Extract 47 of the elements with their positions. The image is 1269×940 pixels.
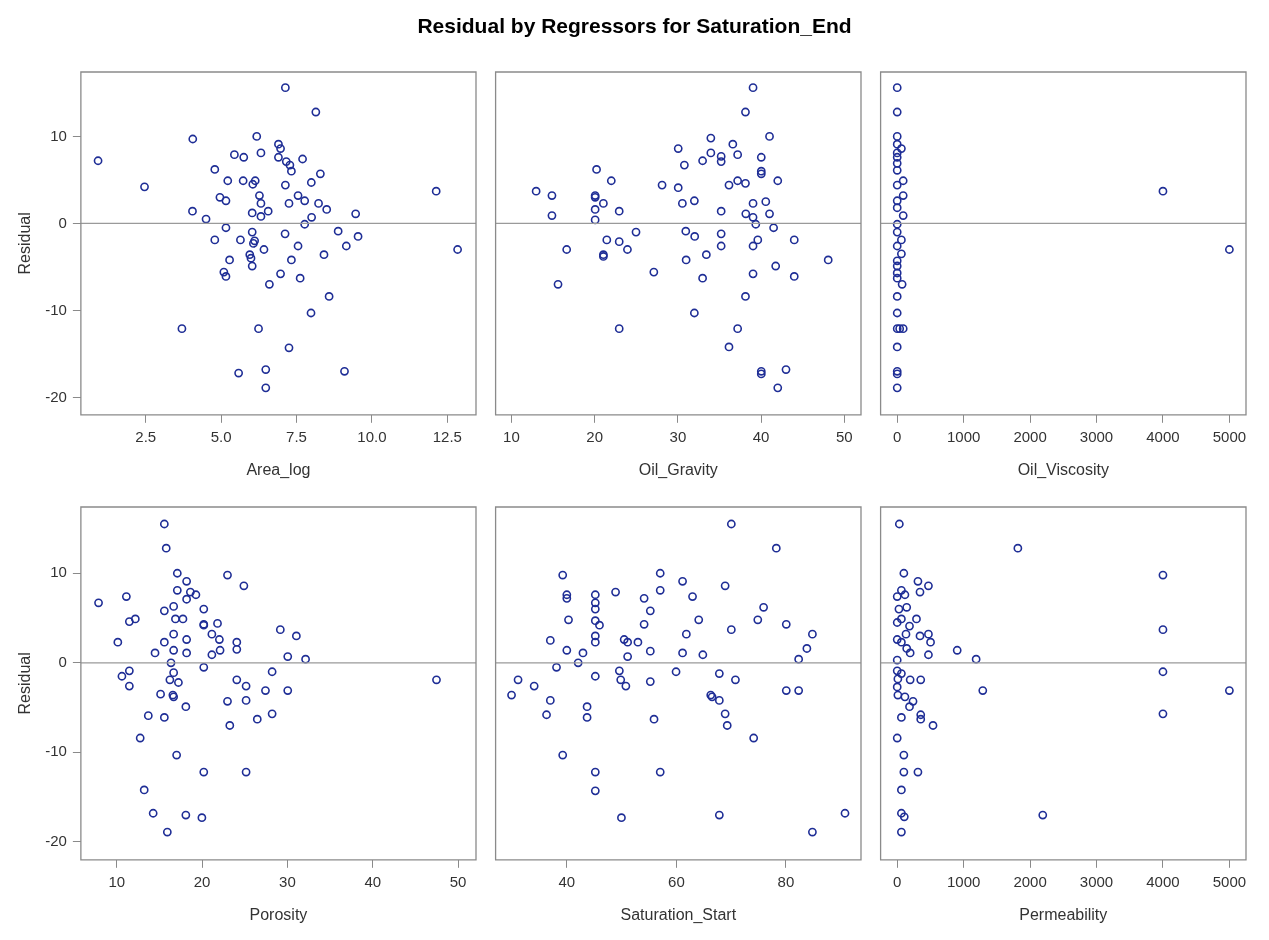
x-tick-label: 50 bbox=[449, 872, 467, 890]
x-tick-label: 2000 bbox=[1013, 427, 1047, 445]
x-tick-label: 0 bbox=[893, 872, 902, 890]
y-tick-label: 0 bbox=[58, 213, 67, 231]
x-tick-label: 2.5 bbox=[135, 427, 157, 445]
x-tick-label: 12.5 bbox=[432, 427, 462, 445]
x-tick-label: 3000 bbox=[1079, 427, 1114, 445]
y-axis-title: Residual bbox=[16, 652, 34, 715]
x-tick-label: 30 bbox=[279, 872, 296, 890]
x-tick-label: 3000 bbox=[1079, 872, 1114, 890]
x-tick-label: 4000 bbox=[1146, 427, 1180, 445]
x-tick-label: 7.5 bbox=[286, 427, 307, 445]
x-tick-label: 40 bbox=[364, 872, 382, 890]
x-tick-label: 0 bbox=[893, 427, 902, 445]
x-tick-label: 20 bbox=[193, 872, 211, 890]
x-axis-title: Oil_Gravity bbox=[638, 460, 718, 479]
y-axis-title: Residual bbox=[16, 212, 34, 275]
x-tick-label: 1000 bbox=[946, 427, 981, 445]
y-tick-label: -20 bbox=[45, 387, 67, 405]
x-tick-label: 30 bbox=[669, 427, 687, 445]
x-tick-label: 40 bbox=[752, 427, 770, 445]
x-tick-label: 10 bbox=[503, 427, 520, 445]
x-axis-title: Porosity bbox=[249, 905, 308, 923]
x-axis-title: Permeability bbox=[1019, 905, 1108, 923]
x-tick-label: 40 bbox=[558, 872, 576, 890]
x-axis-title: Oil_Viscosity bbox=[1017, 460, 1109, 479]
x-tick-label: 80 bbox=[777, 872, 795, 890]
x-axis-title: Area_log bbox=[246, 460, 311, 479]
chart-title: Residual by Regressors for Saturation_End bbox=[416, 14, 853, 38]
x-tick-label: 50 bbox=[836, 427, 853, 445]
x-tick-label: 5.0 bbox=[210, 427, 232, 445]
y-tick-label: 0 bbox=[58, 652, 67, 670]
y-tick-label: 10 bbox=[50, 563, 67, 581]
x-tick-label: 20 bbox=[586, 427, 603, 445]
x-tick-label: 10 bbox=[108, 872, 126, 890]
y-tick-label: 10 bbox=[50, 126, 67, 144]
x-tick-label: 4000 bbox=[1146, 872, 1180, 890]
x-tick-label: 2000 bbox=[1013, 872, 1047, 890]
x-axis-title: Saturation_Start bbox=[620, 905, 737, 924]
x-tick-label: 10.0 bbox=[357, 427, 387, 445]
x-tick-label: 5000 bbox=[1212, 872, 1247, 890]
y-tick-label: -10 bbox=[45, 300, 67, 318]
y-tick-label: -20 bbox=[45, 832, 67, 850]
x-tick-label: 1000 bbox=[946, 872, 981, 890]
x-tick-label: 60 bbox=[668, 872, 685, 890]
y-tick-label: -10 bbox=[45, 742, 67, 760]
x-tick-label: 5000 bbox=[1212, 427, 1247, 445]
